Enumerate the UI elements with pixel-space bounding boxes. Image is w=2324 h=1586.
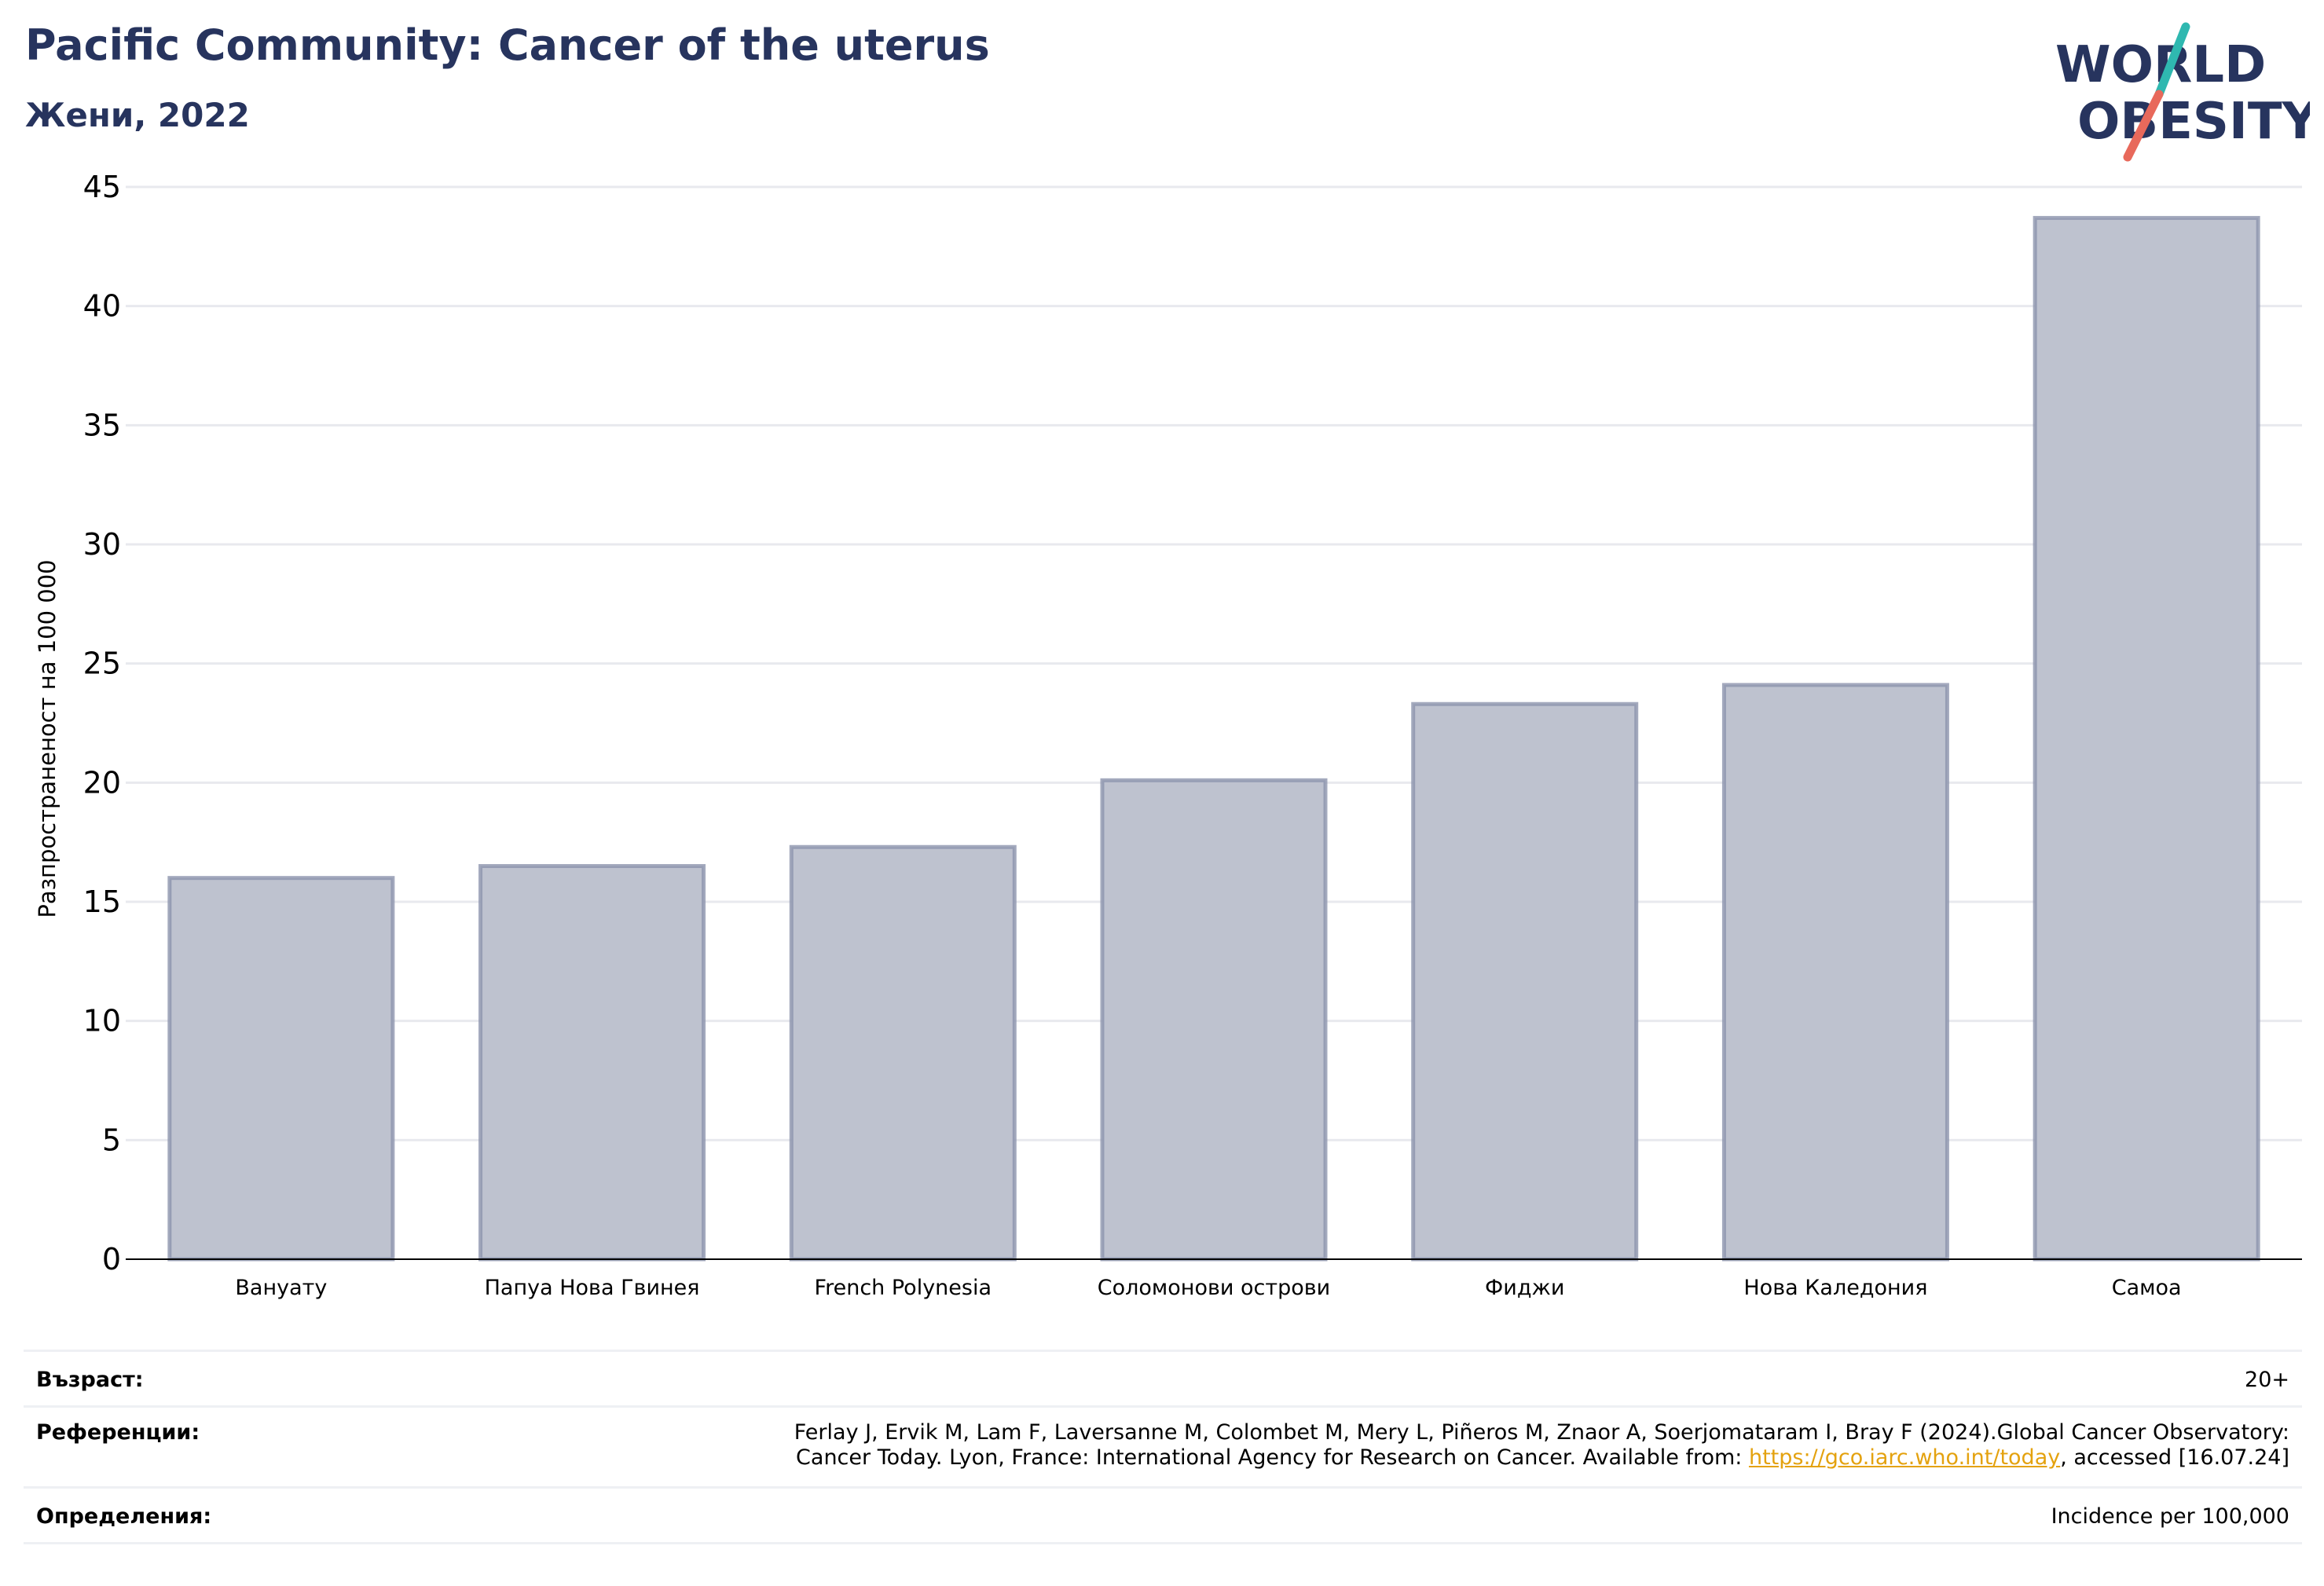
bar xyxy=(1100,778,1328,1262)
x-axis-ticks: Вануату Папуа Нова Гвинея French Polynesia… xyxy=(235,1276,2181,1300)
y-tick-label: 45 xyxy=(83,170,121,204)
logo-word-obesity: OBESITY xyxy=(2077,93,2310,151)
references-accessed: , accessed [16.07.24] xyxy=(2060,1445,2289,1470)
x-tick-label: Фиджи xyxy=(1485,1276,1564,1300)
y-tick-label: 30 xyxy=(83,527,121,562)
logo-slash-coral xyxy=(2123,90,2164,162)
bars xyxy=(167,215,2260,1262)
y-tick-label: 0 xyxy=(102,1242,121,1276)
definitions-label: Определения: xyxy=(36,1504,212,1529)
y-tick-label: 10 xyxy=(83,1004,121,1038)
age-value: 20+ xyxy=(2245,1368,2289,1392)
x-tick-label: French Polynesia xyxy=(815,1276,992,1300)
x-tick-label: Самоа xyxy=(2112,1276,2182,1300)
references-label: Референции: xyxy=(36,1420,200,1445)
definitions-value: Incidence per 100,000 xyxy=(2051,1504,2289,1529)
y-tick-label: 15 xyxy=(83,885,121,919)
bar xyxy=(2033,215,2260,1262)
age-label: Възраст: xyxy=(36,1368,144,1392)
references-line-2-text: Cancer Today. Lyon, France: Internationa… xyxy=(796,1445,1749,1470)
bar xyxy=(1721,683,1949,1262)
world-obesity-logo: WORLD OBESITY xyxy=(2055,22,2310,162)
references-text: Ferlay J, Ervik M, Lam F, Laversanne M, … xyxy=(794,1420,2289,1471)
footer-row-definitions: Определения: Incidence per 100,000 xyxy=(24,1486,2302,1544)
bar xyxy=(167,876,395,1262)
bar-chart: 0 5 10 15 20 25 30 35 40 45 Вануату Папуа Нова Гви… xyxy=(34,170,2302,1300)
y-tick-label: 40 xyxy=(83,289,121,324)
references-line-1: Ferlay J, Ervik M, Lam F, Laversanne M, … xyxy=(794,1420,2289,1445)
chart-subtitle: Жени, 2022 xyxy=(25,96,250,134)
bar xyxy=(789,844,1017,1262)
y-tick-label: 25 xyxy=(83,646,121,681)
references-line-2: Cancer Today. Lyon, France: Internationa… xyxy=(794,1445,2289,1471)
y-axis-label: Разпространеност на 100 000 xyxy=(34,559,60,918)
x-tick-label: Вануату xyxy=(235,1276,327,1300)
footer-row-references: Референции: Ferlay J, Ervik M, Lam F, La… xyxy=(24,1405,2302,1486)
bar xyxy=(1411,701,1639,1262)
x-tick-label: Нова Каледония xyxy=(1743,1276,1927,1300)
x-tick-label: Соломонови острови xyxy=(1098,1276,1330,1300)
chart-title: Pacific Community: Cancer of the uterus xyxy=(25,20,990,70)
y-tick-label: 5 xyxy=(102,1123,121,1157)
x-tick-label: Папуа Нова Гвинея xyxy=(485,1276,700,1300)
chart-footer: Възраст: 20+ Референции: Ferlay J, Ervik… xyxy=(24,1350,2302,1544)
references-link[interactable]: https://gco.iarc.who.int/today xyxy=(1748,1445,2061,1470)
y-axis-ticks: 0 5 10 15 20 25 30 35 40 45 xyxy=(83,170,121,1276)
y-tick-label: 20 xyxy=(83,765,121,800)
y-tick-label: 35 xyxy=(83,408,121,442)
footer-row-age: Възраст: 20+ xyxy=(24,1350,2302,1405)
bar xyxy=(478,864,706,1262)
logo-slash-teal xyxy=(2154,22,2190,99)
